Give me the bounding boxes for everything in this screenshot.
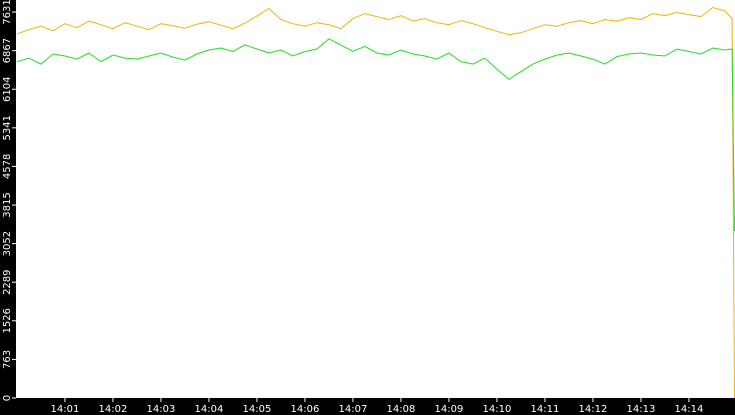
series-line <box>16 38 735 232</box>
x-tick-label: 14:06 <box>291 404 320 415</box>
x-tick-label: 14:11 <box>531 404 560 415</box>
y-tick-label: 1526 <box>2 308 13 333</box>
y-tick-label: 763 <box>2 350 13 369</box>
y-tick-label: 6867 <box>2 38 13 63</box>
y-tick-label: 4578 <box>2 154 13 179</box>
y-tick-label: 0 <box>2 395 13 401</box>
x-tick-label: 14:02 <box>99 404 128 415</box>
x-tick-label: 14:08 <box>387 404 416 415</box>
x-tick-label: 14:04 <box>195 404 224 415</box>
y-tick-label: 6104 <box>2 77 13 102</box>
y-tick-label: 2289 <box>2 269 13 294</box>
x-tick-label: 14:14 <box>675 404 704 415</box>
x-tick-label: 14:05 <box>243 404 272 415</box>
y-tick-label: 3052 <box>2 231 13 256</box>
x-tick-label: 14:01 <box>51 404 80 415</box>
y-tick-label: 3815 <box>2 192 13 217</box>
y-tick-label: 5341 <box>2 115 13 140</box>
plot-area <box>16 0 735 398</box>
x-tick-label: 14:13 <box>627 404 656 415</box>
x-tick-label: 14:07 <box>339 404 368 415</box>
x-tick-label: 14:03 <box>147 404 176 415</box>
x-tick-label: 14:10 <box>483 404 512 415</box>
series-line <box>16 6 735 399</box>
y-tick-label: 7631 <box>2 0 13 25</box>
x-tick-label: 14:12 <box>579 404 608 415</box>
x-tick-label: 14:09 <box>435 404 464 415</box>
